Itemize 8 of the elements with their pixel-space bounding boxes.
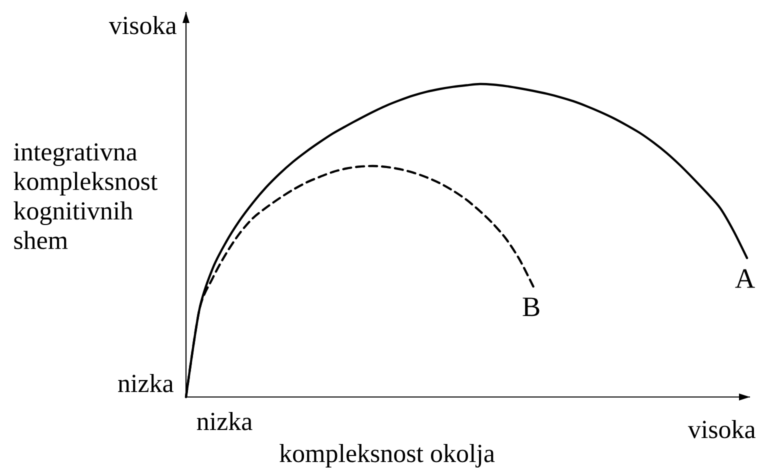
text: visoka <box>688 420 756 438</box>
x-axis-title: kompleksnost okolja <box>280 444 495 468</box>
series-label: A <box>735 269 755 288</box>
text: nizka <box>196 412 252 430</box>
text: nizka <box>118 374 174 392</box>
y-axis-title: integrativna kompleksnost kognitivnih shem <box>14 143 158 250</box>
series-label: B <box>522 298 540 316</box>
text: visoka <box>108 16 176 34</box>
